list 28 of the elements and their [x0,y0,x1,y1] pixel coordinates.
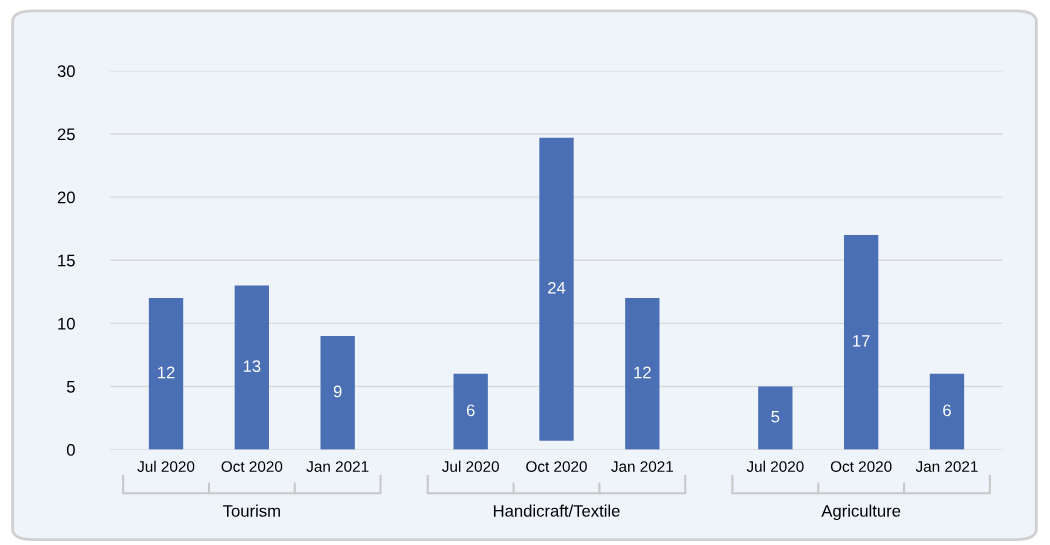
data-label: 17 [853,335,870,347]
text: Tourism [223,504,280,517]
y-tick-label: 15 [58,254,75,267]
data-label: 24 [548,281,566,294]
data-label: 12 [634,366,651,379]
text: Agriculture [821,504,901,521]
y-tick-label: 0 [66,444,75,456]
x-tick-label: Jan 2021 [915,461,978,472]
y-tick-label: 30 [57,65,75,78]
x-tick-label: Jul 2020 [746,460,804,472]
x-tick-label: Oct 2020 [526,461,587,472]
x-tick-label: Jul 2020 [442,460,499,472]
x-tick-label: Jan 2021 [611,461,674,472]
y-tick-label: 10 [58,317,75,330]
y-tick-label: 25 [57,128,75,141]
data-label: 13 [243,360,261,373]
data-label: 5 [771,410,780,423]
x-tick-label: Oct 2020 [221,461,283,472]
data-label: 6 [466,404,475,417]
x-tick-label: Jul 2020 [137,460,195,472]
y-tick-label: 5 [66,381,75,393]
text: Handicraft/Textile [493,504,620,517]
data-label: 9 [333,385,342,398]
x-tick-label: Oct 2020 [830,461,892,472]
data-label: 12 [158,366,175,379]
data-label: 6 [943,404,951,417]
x-tick-label: Jan 2021 [306,461,369,472]
y-tick-label: 20 [57,191,75,204]
